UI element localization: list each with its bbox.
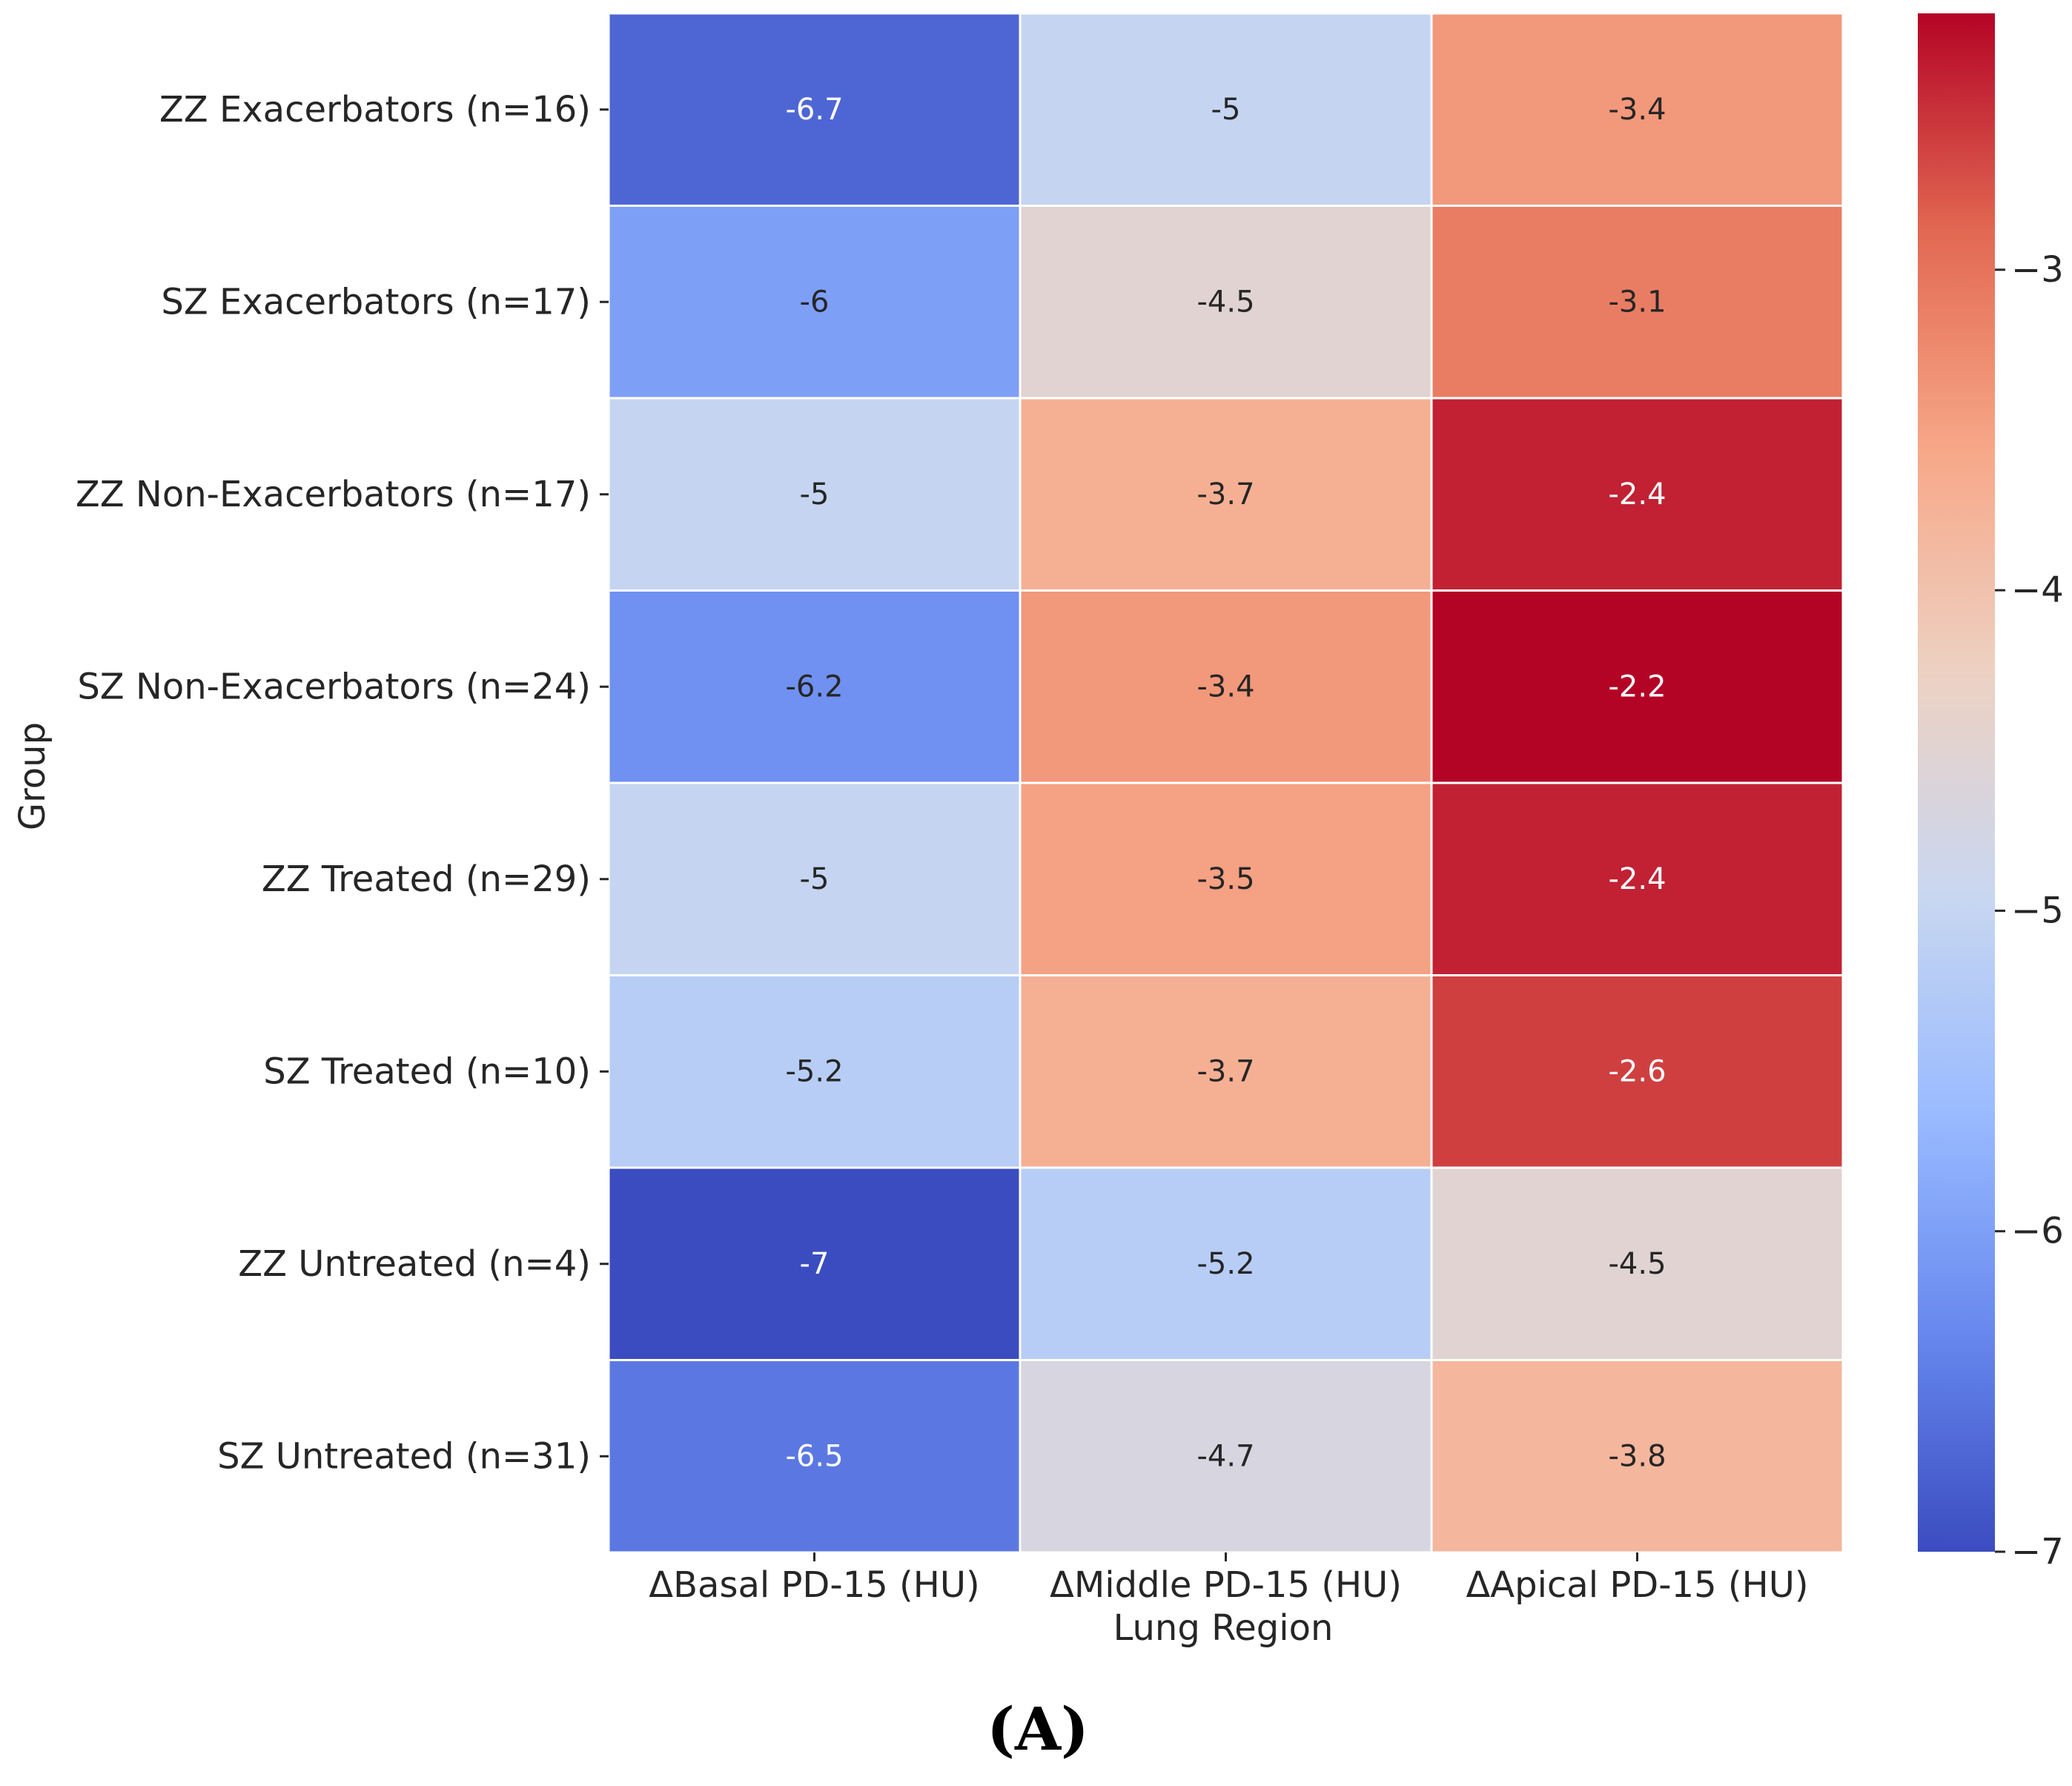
panel-label: (A) [987, 1694, 1089, 1764]
colorbar-ticks: −3 −4 −5 −6 −7 [1995, 249, 2064, 1572]
colorbar-tick-label: −5 [2011, 890, 2064, 931]
heatmap-cell [607, 781, 1022, 976]
heatmap-cells: -6.7 -5 -3.4 -6 -4.5 -3.1 -5 -3.7 -2.4 -6.2 -3.4 -2… [607, 12, 1844, 1554]
cell-value-label: -6.7 [785, 93, 843, 127]
cell-value-label: -6.5 [785, 1439, 843, 1473]
heatmap-cell [1019, 781, 1433, 976]
cell-value-label: -3.8 [1608, 1439, 1666, 1473]
heatmap-cell [1019, 1166, 1433, 1361]
heatmap-cell [1019, 12, 1433, 207]
y-tick-labels: ZZ Exacerbators (n=16) SZ Exacerbators (n… [76, 89, 591, 1478]
cell-value-label: -2.2 [1608, 669, 1666, 704]
cell-value-label: -3.7 [1196, 477, 1254, 512]
colorbar-tick-label: −7 [2011, 1531, 2064, 1572]
heatmap-cell [1019, 974, 1433, 1169]
cell-value-label: -6 [800, 285, 830, 319]
heatmap-cell [1019, 397, 1433, 592]
heatmap-cell [1430, 974, 1844, 1169]
y-tick-label: SZ Treated (n=10) [263, 1051, 591, 1092]
x-tick-label: ΔApical PD-15 (HU) [1466, 1564, 1808, 1606]
heatmap-cell [1430, 1166, 1844, 1361]
y-tick-label: SZ Untreated (n=31) [217, 1435, 591, 1477]
heatmap-cell [1019, 205, 1433, 400]
heatmap-cell [607, 589, 1022, 784]
y-tick-label: SZ Exacerbators (n=17) [161, 281, 591, 323]
cell-value-label: -5 [800, 477, 830, 512]
heatmap-cell [607, 1359, 1022, 1554]
heatmap-cell [607, 12, 1022, 207]
y-tick-marks [600, 108, 609, 1458]
colorbar-tick-label: −3 [2011, 249, 2064, 291]
heatmap-cell [607, 1166, 1022, 1361]
heatmap-cell [1430, 205, 1844, 400]
cell-value-label: -3.1 [1608, 285, 1666, 319]
x-tick-labels: ΔBasal PD-15 (HU) ΔMiddle PD-15 (HU) ΔApic… [649, 1564, 1808, 1606]
cell-value-label: -3.5 [1196, 862, 1254, 896]
colorbar-tick-label: −4 [2011, 569, 2064, 611]
x-tick-label: ΔMiddle PD-15 (HU) [1050, 1564, 1402, 1606]
colorbar-gradient [1918, 13, 1995, 1552]
cell-value-label: -3.4 [1196, 669, 1254, 704]
cell-value-label: -2.4 [1608, 477, 1666, 512]
y-tick-label: ZZ Treated (n=29) [262, 859, 591, 900]
y-tick-label: ZZ Non-Exacerbators (n=17) [76, 474, 591, 515]
cell-value-label: -2.4 [1608, 862, 1666, 896]
cell-value-label: -3.7 [1196, 1054, 1254, 1088]
heatmap-cell [1430, 781, 1844, 976]
cell-value-label: -5 [1211, 93, 1241, 127]
cell-value-label: -6.2 [785, 669, 843, 704]
cell-value-label: -5.2 [785, 1054, 843, 1088]
x-tick-marks [813, 1552, 1638, 1561]
heatmap-cell [1430, 589, 1844, 784]
cell-value-label: -5 [800, 862, 830, 896]
cell-value-label: -4.7 [1196, 1439, 1254, 1473]
x-tick-label: ΔBasal PD-15 (HU) [649, 1564, 979, 1606]
y-axis-label: Group [12, 722, 53, 830]
cell-value-label: -7 [800, 1247, 830, 1281]
cell-value-label: -4.5 [1608, 1247, 1666, 1281]
x-axis-label: Lung Region [1113, 1607, 1334, 1649]
y-tick-label: ZZ Exacerbators (n=16) [159, 89, 591, 130]
heatmap-cell [1019, 1359, 1433, 1554]
y-tick-label: SZ Non-Exacerbators (n=24) [77, 666, 591, 707]
heatmap-cell [607, 205, 1022, 400]
cell-value-label: -5.2 [1196, 1247, 1254, 1281]
cell-value-label: -2.6 [1608, 1054, 1666, 1088]
heatmap-cell [1430, 1359, 1844, 1554]
colorbar-tick-label: −6 [2011, 1211, 2064, 1252]
cell-value-label: -3.4 [1608, 93, 1666, 127]
colorbar [1918, 13, 1995, 1552]
heatmap-cell [1430, 12, 1844, 207]
y-tick-label: ZZ Untreated (n=4) [238, 1243, 591, 1285]
cell-value-label: -4.5 [1196, 285, 1254, 319]
